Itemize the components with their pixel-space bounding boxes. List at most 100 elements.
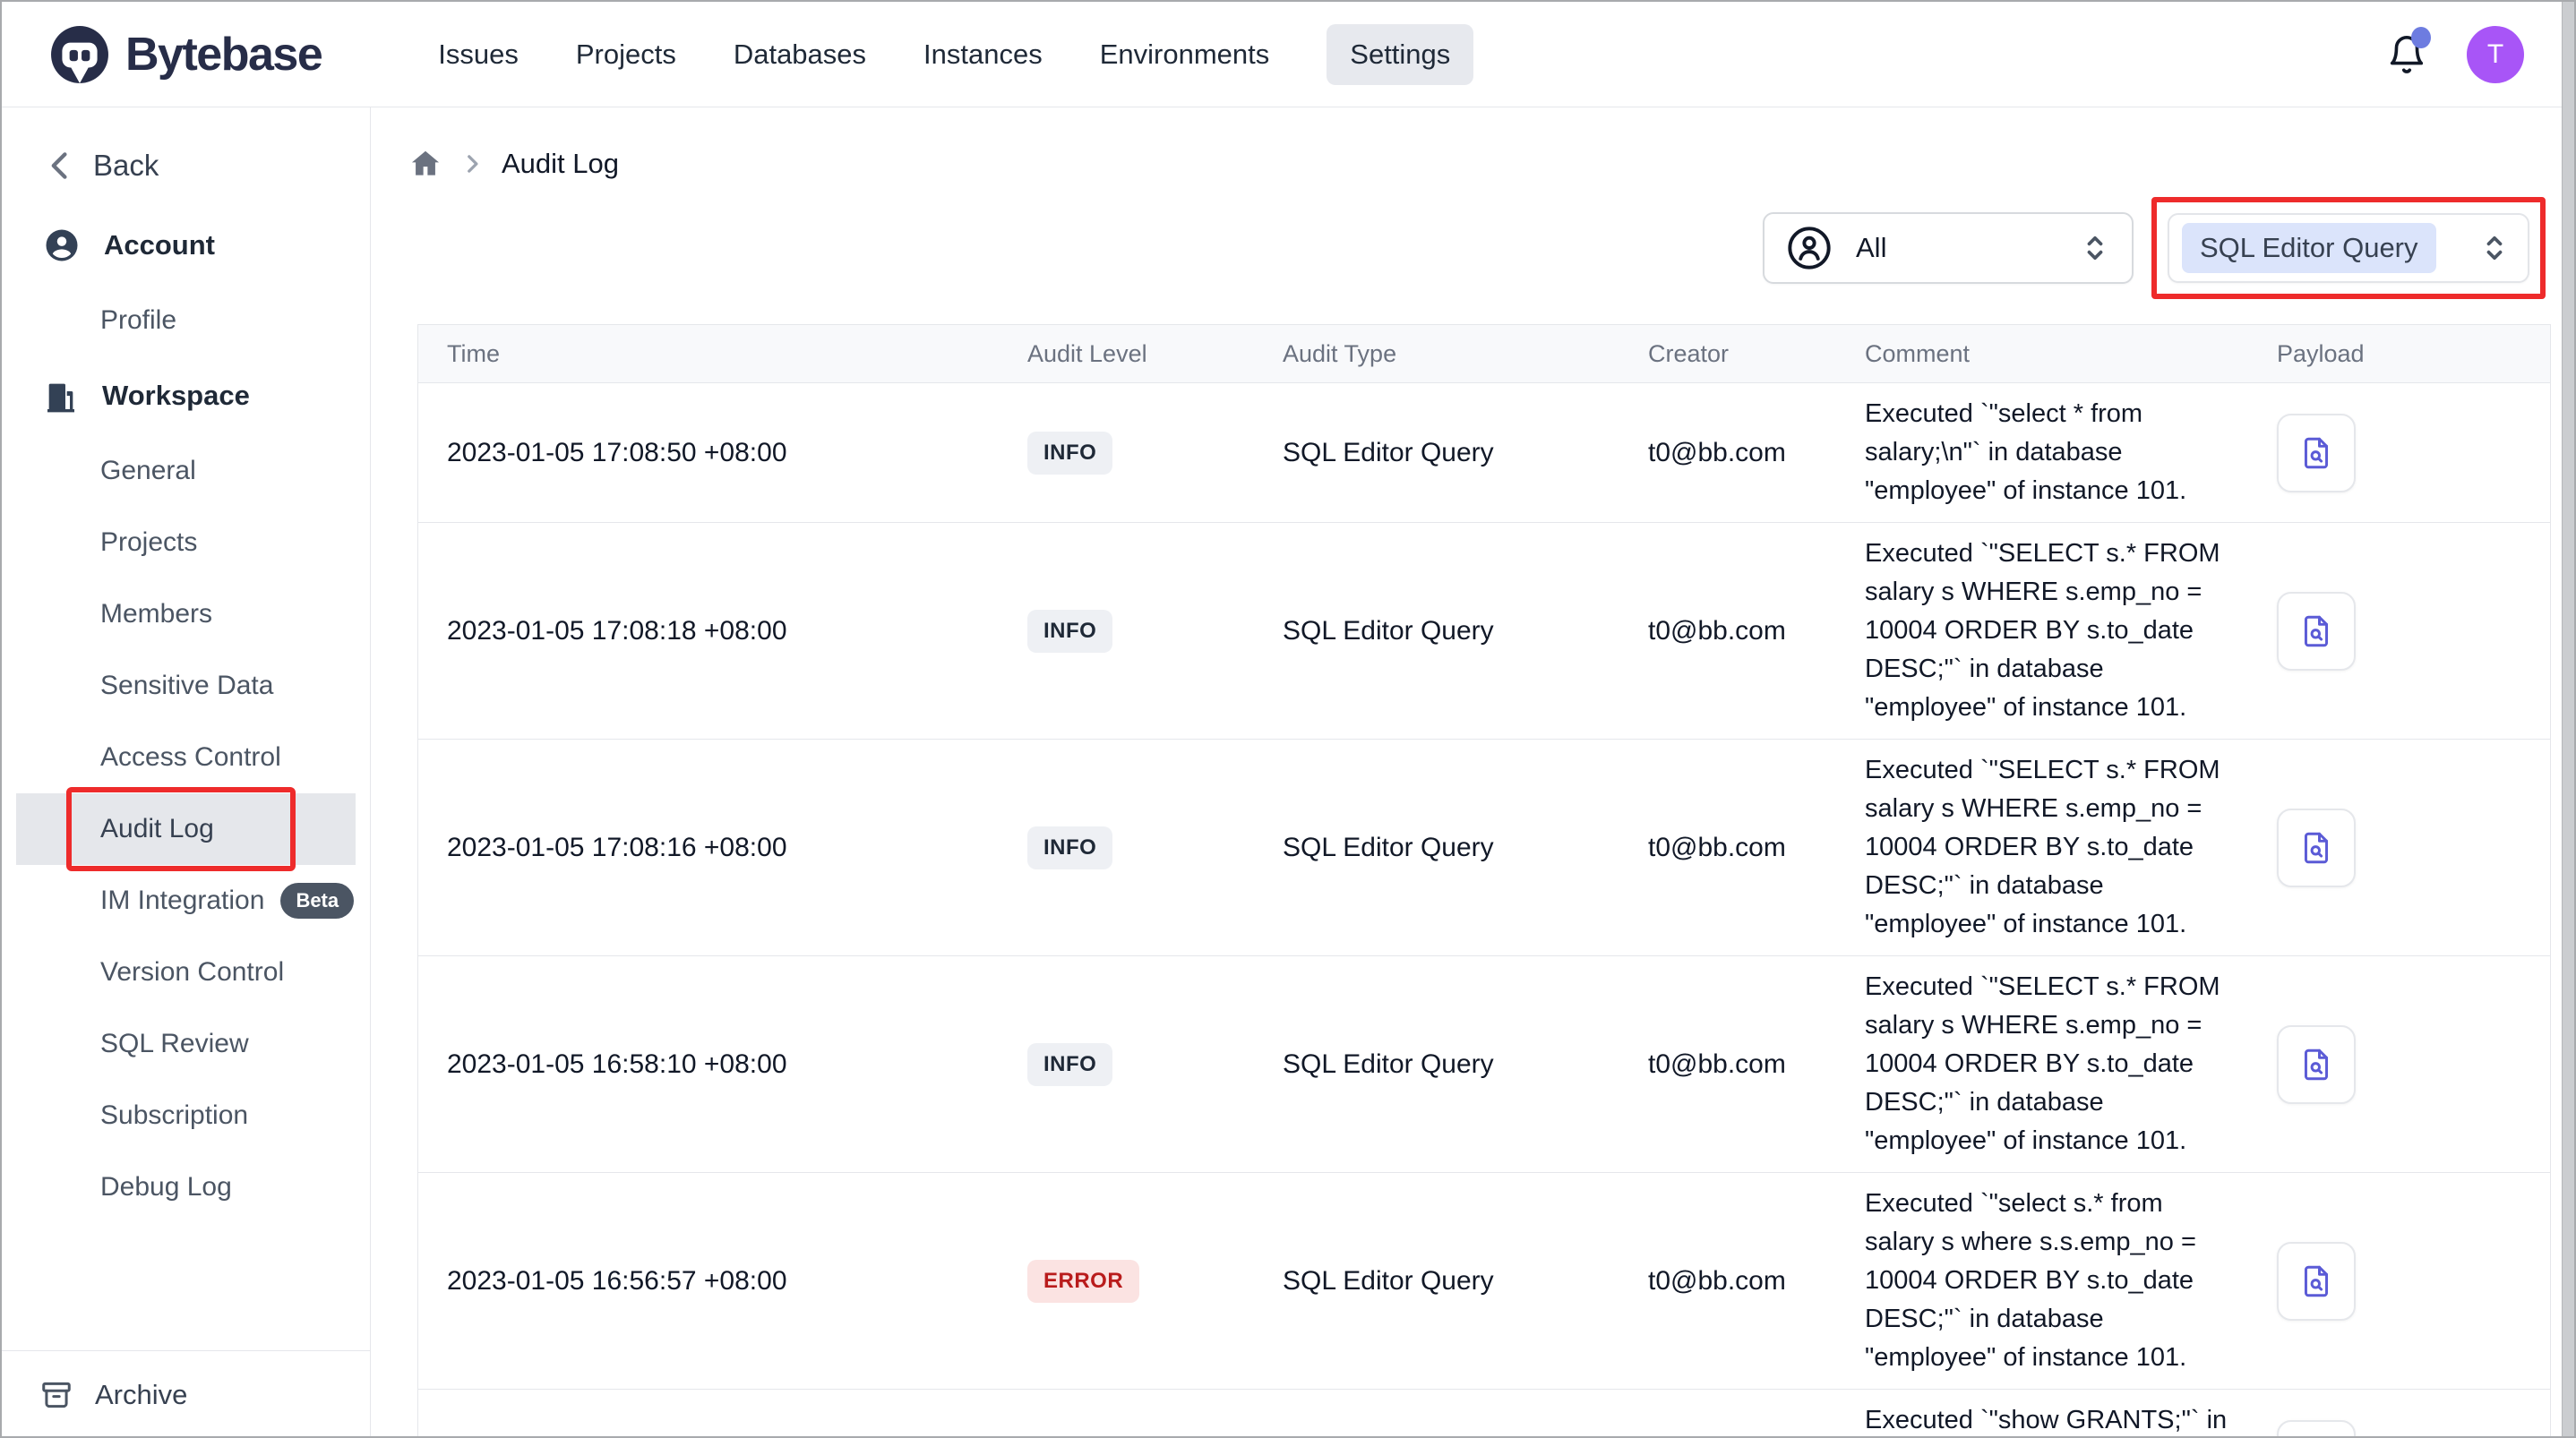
table-row: 2023-01-05 17:08:18 +08:00 INFO SQL Edit… <box>418 523 2550 740</box>
column-header-audit-level: Audit Level <box>1027 339 1147 367</box>
sidebar-item-projects[interactable]: Projects <box>2 507 370 578</box>
sidebar-item-label: Debug Log <box>100 1172 232 1202</box>
sidebar-item-label: Projects <box>100 527 198 557</box>
column-header-creator: Creator <box>1648 339 1730 367</box>
payload-button[interactable] <box>2277 808 2356 887</box>
annotation-box-type-filter: SQL Editor Query <box>2151 197 2546 299</box>
audit-level-badge: INFO <box>1027 1042 1113 1086</box>
file-search-icon <box>2297 434 2335 472</box>
chevron-right-icon <box>462 152 482 175</box>
user-avatar[interactable]: T <box>2467 25 2524 83</box>
file-search-icon <box>2297 1263 2335 1300</box>
notification-dot <box>2411 26 2431 48</box>
bytebase-logo[interactable]: Bytebase <box>50 25 323 84</box>
payload-button[interactable] <box>2277 413 2356 492</box>
sidebar-item-general[interactable]: General <box>2 435 370 507</box>
filter-bar: All SQL Editor Query <box>371 197 2546 299</box>
sidebar-item-subscription[interactable]: Subscription <box>2 1080 370 1151</box>
sidebar-item-label: Audit Log <box>100 814 214 843</box>
column-header-payload: Payload <box>2277 339 2365 367</box>
sidebar-item-sql-review[interactable]: SQL Review <box>2 1008 370 1080</box>
nav-item-projects[interactable]: Projects <box>575 38 676 70</box>
cell-time: 2023-01-05 16:58:10 +08:00 <box>447 1049 787 1079</box>
topbar-right: T <box>2386 25 2524 83</box>
audit-type-filter-select[interactable]: SQL Editor Query <box>2168 213 2529 283</box>
sidebar-item-audit-log[interactable]: Audit Log <box>16 787 356 871</box>
sidebar-item-version-control[interactable]: Version Control <box>2 937 370 1008</box>
window-scrollbar[interactable] <box>2562 2 2574 1436</box>
sidebar-section-label: Account <box>104 229 215 261</box>
cell-time: 2023-01-05 17:08:16 +08:00 <box>447 832 787 862</box>
select-chevrons-icon <box>2483 233 2506 263</box>
back-label: Back <box>93 149 159 182</box>
building-icon <box>43 378 79 414</box>
sidebar-section-label: Workspace <box>102 380 250 411</box>
cell-creator: t0@bb.com <box>1648 437 1786 467</box>
sidebar-item-label: Profile <box>100 305 177 335</box>
breadcrumb: Audit Log <box>408 147 2563 181</box>
payload-button[interactable] <box>2277 1024 2356 1104</box>
payload-button[interactable] <box>2277 591 2356 671</box>
bytebase-mascot-icon <box>50 25 109 84</box>
chevron-left-icon <box>47 150 73 182</box>
creator-filter-select[interactable]: All <box>1763 212 2134 284</box>
cell-audit-type: SQL Editor Query <box>1283 1265 1494 1296</box>
audit-level-badge: ERROR <box>1027 1259 1140 1303</box>
cell-comment: Executed `"SELECT s.* FROM salary s WHER… <box>1865 972 2220 1155</box>
sidebar-item-members[interactable]: Members <box>2 578 370 650</box>
sidebar-item-label: Subscription <box>100 1100 249 1130</box>
cell-creator: t0@bb.com <box>1648 1265 1786 1296</box>
table-row: 2023-01-05 17:08:50 +08:00 INFO SQL Edit… <box>418 383 2550 523</box>
sidebar-item-im-integration[interactable]: IM Integration Beta <box>2 865 370 937</box>
nav-item-issues[interactable]: Issues <box>438 38 519 70</box>
sidebar-item-profile[interactable]: Profile <box>2 285 370 356</box>
sidebar-item-debug-log[interactable]: Debug Log <box>2 1151 370 1223</box>
audit-level-badge: INFO <box>1027 826 1113 869</box>
nav-item-databases[interactable]: Databases <box>733 38 867 70</box>
home-icon[interactable] <box>408 147 442 181</box>
payload-button[interactable] <box>2277 1419 2356 1436</box>
cell-comment: Executed `"SELECT s.* FROM salary s WHER… <box>1865 539 2220 722</box>
nav-item-environments[interactable]: Environments <box>1099 38 1270 70</box>
table-row: 2023-01-05 17:08:16 +08:00 INFO SQL Edit… <box>418 740 2550 956</box>
notification-bell-icon[interactable] <box>2386 26 2431 77</box>
cell-time: 2023-01-05 16:56:57 +08:00 <box>447 1265 787 1296</box>
archive-box-icon <box>39 1378 73 1412</box>
cell-time: 2023-01-05 17:08:50 +08:00 <box>447 437 787 467</box>
sidebar-item-label: IM Integration <box>100 886 265 915</box>
nav-item-settings[interactable]: Settings <box>1327 23 1474 85</box>
cell-comment: Executed `"show GRANTS;"` in database "e… <box>1865 1406 2228 1434</box>
settings-sidebar: Back Account Profile Works <box>2 107 371 1436</box>
user-circle-icon <box>43 227 81 264</box>
sidebar-section-workspace: Workspace <box>2 356 370 435</box>
top-navigation-bar: Bytebase Issues Projects Databases Insta… <box>2 2 2574 107</box>
cell-comment: Executed `"select * from salary;\n"` in … <box>1865 399 2187 505</box>
back-button[interactable]: Back <box>47 149 370 183</box>
sidebar-item-label: SQL Review <box>100 1029 249 1058</box>
archive-label[interactable]: Archive <box>95 1378 188 1410</box>
audit-log-table: Time Audit Level Audit Type Creator Comm… <box>417 324 2551 1436</box>
sidebar-item-access-control[interactable]: Access Control <box>2 722 370 793</box>
column-header-comment: Comment <box>1865 339 1971 367</box>
sidebar-item-label: Members <box>100 599 213 629</box>
table-row: 2023-01-05 16:58:10 +08:00 INFO SQL Edit… <box>418 956 2550 1173</box>
table-row: 2023-01-05 16:56:57 +08:00 ERROR SQL Edi… <box>418 1173 2550 1390</box>
file-search-icon <box>2297 1046 2335 1083</box>
main-content: Audit Log All <box>371 107 2574 1436</box>
audit-level-badge: INFO <box>1027 431 1113 475</box>
select-chevrons-icon <box>2083 233 2107 263</box>
nav-item-instances[interactable]: Instances <box>923 38 1043 70</box>
table-row: 2023-01-05 13:32:52 +08:00 INFO SQL Edit… <box>418 1390 2550 1436</box>
cell-time: 2023-01-05 17:08:18 +08:00 <box>447 615 787 646</box>
file-search-icon <box>2297 829 2335 867</box>
payload-button[interactable] <box>2277 1241 2356 1321</box>
brand-wordmark: Bytebase <box>125 28 323 81</box>
cell-audit-type: SQL Editor Query <box>1283 615 1494 646</box>
person-circle-icon <box>1786 225 1833 271</box>
cell-creator: t0@bb.com <box>1648 615 1786 646</box>
sidebar-item-sensitive-data[interactable]: Sensitive Data <box>2 650 370 722</box>
sidebar-item-label: Access Control <box>100 742 281 772</box>
sidebar-section-account: Account <box>2 206 370 285</box>
audit-level-badge: INFO <box>1027 609 1113 653</box>
